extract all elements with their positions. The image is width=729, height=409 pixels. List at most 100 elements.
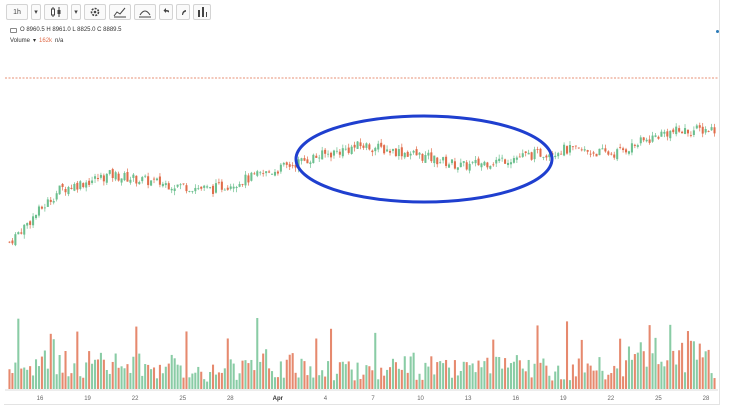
volume-bar — [43, 350, 46, 389]
candle-body — [645, 139, 648, 142]
compare-button[interactable] — [134, 4, 156, 20]
indicators-button[interactable] — [109, 4, 131, 20]
candle-body — [332, 150, 336, 156]
volume-bar — [244, 360, 247, 389]
candle-body — [713, 127, 716, 134]
volume-bar — [329, 328, 333, 389]
volume-bar — [26, 369, 29, 389]
candle-body — [704, 128, 707, 133]
candle-body — [368, 144, 371, 150]
interval-select[interactable]: 1h — [6, 4, 28, 20]
volume-bar — [46, 368, 49, 389]
candle-body — [521, 153, 524, 157]
volume-bar — [586, 363, 589, 389]
candle-body — [651, 135, 654, 142]
volume-bar — [388, 367, 392, 389]
candle-body — [88, 180, 91, 185]
candle-body — [356, 141, 359, 149]
volume-bar — [421, 379, 424, 389]
candle-body — [453, 161, 456, 169]
candle-body — [238, 184, 241, 187]
undo-button[interactable] — [159, 4, 173, 20]
volume-bar — [362, 374, 365, 389]
candle-body — [436, 157, 439, 165]
candle-body — [560, 153, 563, 155]
volume-bar — [489, 373, 492, 389]
volume-bar — [365, 365, 368, 389]
volume-bar — [123, 368, 126, 389]
volume-bar — [557, 365, 560, 389]
candle-body — [96, 177, 100, 179]
candle-body — [533, 149, 536, 160]
volume-bar — [262, 353, 265, 389]
volume-bar — [253, 370, 256, 389]
candle-body — [144, 175, 147, 177]
volume-bar — [474, 372, 477, 389]
volume-bar — [651, 353, 654, 389]
x-tick-label: 28 — [227, 396, 234, 402]
volume-bar — [312, 377, 315, 389]
volume-bar — [701, 357, 704, 389]
volume-bar — [530, 377, 533, 389]
candle-body — [279, 164, 282, 172]
candle-body — [468, 163, 471, 171]
volume-bar — [545, 365, 548, 389]
volume-bar — [465, 362, 468, 389]
bars-button[interactable] — [193, 4, 211, 20]
volume-bar — [226, 338, 229, 389]
candle-body — [568, 145, 572, 153]
settings-button[interactable] — [84, 4, 106, 20]
undo-icon — [163, 8, 169, 13]
candle-body — [253, 173, 256, 175]
candle-body — [43, 207, 46, 209]
candle-body — [76, 182, 79, 190]
candle-body — [406, 151, 409, 157]
volume-bar — [560, 379, 563, 389]
candle-body — [309, 162, 312, 165]
candle-body — [657, 136, 660, 139]
candle-body — [226, 187, 229, 190]
candle-body — [276, 171, 279, 174]
volume-bar — [447, 367, 451, 389]
volume-bar — [67, 376, 70, 389]
chart-style-caret-button[interactable]: ▾ — [71, 4, 81, 20]
interval-caret-button[interactable]: ▾ — [31, 4, 41, 20]
volume-bar — [144, 364, 147, 389]
candle-body — [55, 193, 58, 200]
candle-body — [509, 162, 513, 165]
eye-icon[interactable] — [10, 27, 17, 33]
candle-body — [607, 151, 610, 155]
volume-bar — [11, 373, 14, 389]
volume-bar — [536, 325, 539, 389]
candle-body — [262, 173, 265, 175]
chevron-down-icon[interactable]: ▾ — [33, 38, 37, 44]
volume-bar — [99, 352, 102, 389]
x-tick-label: 19 — [84, 396, 91, 402]
volume-bar — [297, 377, 300, 389]
candle-body — [70, 187, 73, 189]
candle-body — [179, 184, 182, 186]
candle-body — [433, 155, 436, 164]
candle-body — [383, 145, 386, 154]
candle-body — [619, 147, 622, 148]
volume-bar — [300, 358, 303, 389]
volume-bar — [58, 355, 61, 389]
volume-bar — [512, 361, 515, 389]
chart-type-button[interactable] — [44, 4, 68, 20]
volume-bar — [23, 367, 26, 389]
candle-body — [291, 165, 294, 167]
volume-bar — [102, 359, 105, 389]
candle-body — [220, 181, 223, 190]
volume-bar — [37, 366, 41, 389]
candle-body — [270, 173, 274, 175]
candle-body — [182, 183, 185, 185]
x-tick-label: 16 — [512, 396, 519, 402]
redo-button[interactable] — [176, 4, 190, 20]
candle-body — [471, 161, 474, 163]
volume-bar — [622, 376, 625, 389]
candle-body — [126, 172, 129, 182]
candle-body — [185, 185, 188, 192]
candle-body — [630, 143, 633, 153]
candle-body — [412, 150, 415, 153]
